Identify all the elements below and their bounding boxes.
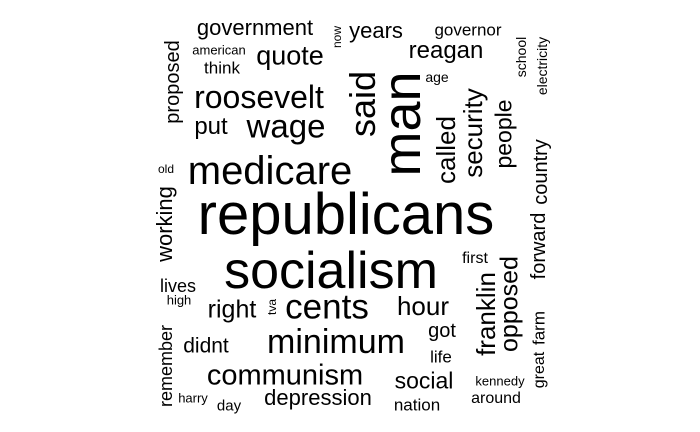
word-age: age [425,69,449,85]
word-forward: forward [528,212,550,280]
word-called: called [431,116,461,184]
word-old: old [157,162,175,176]
word-right: right [207,295,257,324]
word-socialism: socialism [224,242,438,300]
word-man: man [372,71,432,177]
word-opposed: opposed [495,256,524,352]
word-government: government [196,15,314,40]
word-put: put [194,113,228,140]
word-security: security [458,88,488,178]
word-great: great [531,351,548,389]
word-around: around [471,390,521,407]
word-didnt: didnt [183,334,229,358]
word-governor: governor [434,20,502,40]
word-lives: lives [159,276,197,296]
word-cents: cents [285,287,369,327]
word-harry: harry [178,390,208,406]
word-remember: remember [156,324,176,408]
word-american: american [192,42,246,58]
word-said: said [342,70,383,138]
word-hour: hour [396,291,450,321]
word-quote: quote [256,40,324,71]
word-communism: communism [206,359,364,392]
word-republicans: republicans [197,182,495,247]
word-kennedy: kennedy [475,373,525,389]
word-school: school [513,36,529,78]
word-think: think [204,58,240,78]
word-country: country [530,139,552,205]
word-farm: farm [529,311,549,345]
word-high: high [166,292,192,308]
word-now: now [330,25,344,49]
word-proposed: proposed [162,40,184,124]
word-first: first [462,250,488,267]
word-people: people [490,99,517,169]
word-social: social [394,367,454,394]
word-wage: wage [246,107,326,145]
word-got: got [428,320,456,342]
word-depression: depression [264,385,372,410]
word-medicare: medicare [187,149,353,193]
word-electricity: electricity [534,36,550,96]
word-minimum: minimum [267,323,405,361]
word-tva: tva [265,298,279,316]
word-years: years [349,18,403,43]
word-reagan: reagan [408,37,484,64]
word-working: working [152,186,177,262]
word-life: life [430,347,452,367]
word-nation: nation [393,395,441,415]
word-roosevelt: roosevelt [194,79,324,115]
word-day: day [216,397,242,415]
